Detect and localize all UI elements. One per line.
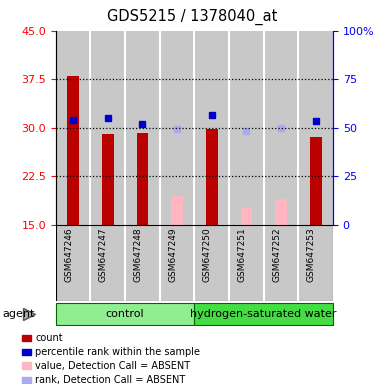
Text: count: count	[35, 333, 63, 343]
Text: GSM647253: GSM647253	[307, 227, 316, 282]
Text: GSM647246: GSM647246	[64, 227, 73, 281]
Bar	[194, 225, 229, 301]
Bar	[275, 199, 287, 225]
Bar	[298, 31, 333, 225]
Bar	[56, 303, 194, 325]
Bar	[229, 225, 264, 301]
Bar	[137, 133, 148, 225]
Bar	[241, 209, 252, 225]
Bar	[206, 129, 218, 225]
Bar	[22, 362, 31, 369]
Text: GSM647250: GSM647250	[203, 227, 212, 282]
Bar	[125, 31, 160, 225]
Text: GSM647247: GSM647247	[99, 227, 108, 281]
Text: value, Detection Call = ABSENT: value, Detection Call = ABSENT	[35, 361, 190, 371]
Text: GSM647252: GSM647252	[272, 227, 281, 281]
Text: GDS5215 / 1378040_at: GDS5215 / 1378040_at	[107, 9, 278, 25]
Bar	[102, 134, 114, 225]
Text: agent: agent	[2, 309, 34, 319]
Text: control: control	[106, 309, 144, 319]
Bar	[125, 225, 160, 301]
Bar	[56, 31, 90, 225]
Bar	[22, 349, 31, 355]
Bar	[90, 225, 125, 301]
Bar	[22, 335, 31, 341]
Bar	[22, 377, 31, 383]
Text: hydrogen-saturated water: hydrogen-saturated water	[191, 309, 337, 319]
Text: GSM647249: GSM647249	[168, 227, 177, 281]
Bar	[171, 195, 183, 225]
Bar	[90, 31, 125, 225]
Text: rank, Detection Call = ABSENT: rank, Detection Call = ABSENT	[35, 375, 186, 384]
Bar	[298, 225, 333, 301]
Bar	[67, 76, 79, 225]
Bar	[310, 137, 321, 225]
Bar	[160, 31, 194, 225]
Bar	[264, 225, 298, 301]
Bar	[264, 31, 298, 225]
Text: GSM647251: GSM647251	[238, 227, 246, 282]
Bar	[194, 303, 333, 325]
Bar	[160, 225, 194, 301]
Text: percentile rank within the sample: percentile rank within the sample	[35, 347, 200, 357]
Bar	[56, 225, 90, 301]
Bar	[229, 31, 264, 225]
Text: GSM647248: GSM647248	[134, 227, 142, 281]
Bar	[194, 31, 229, 225]
